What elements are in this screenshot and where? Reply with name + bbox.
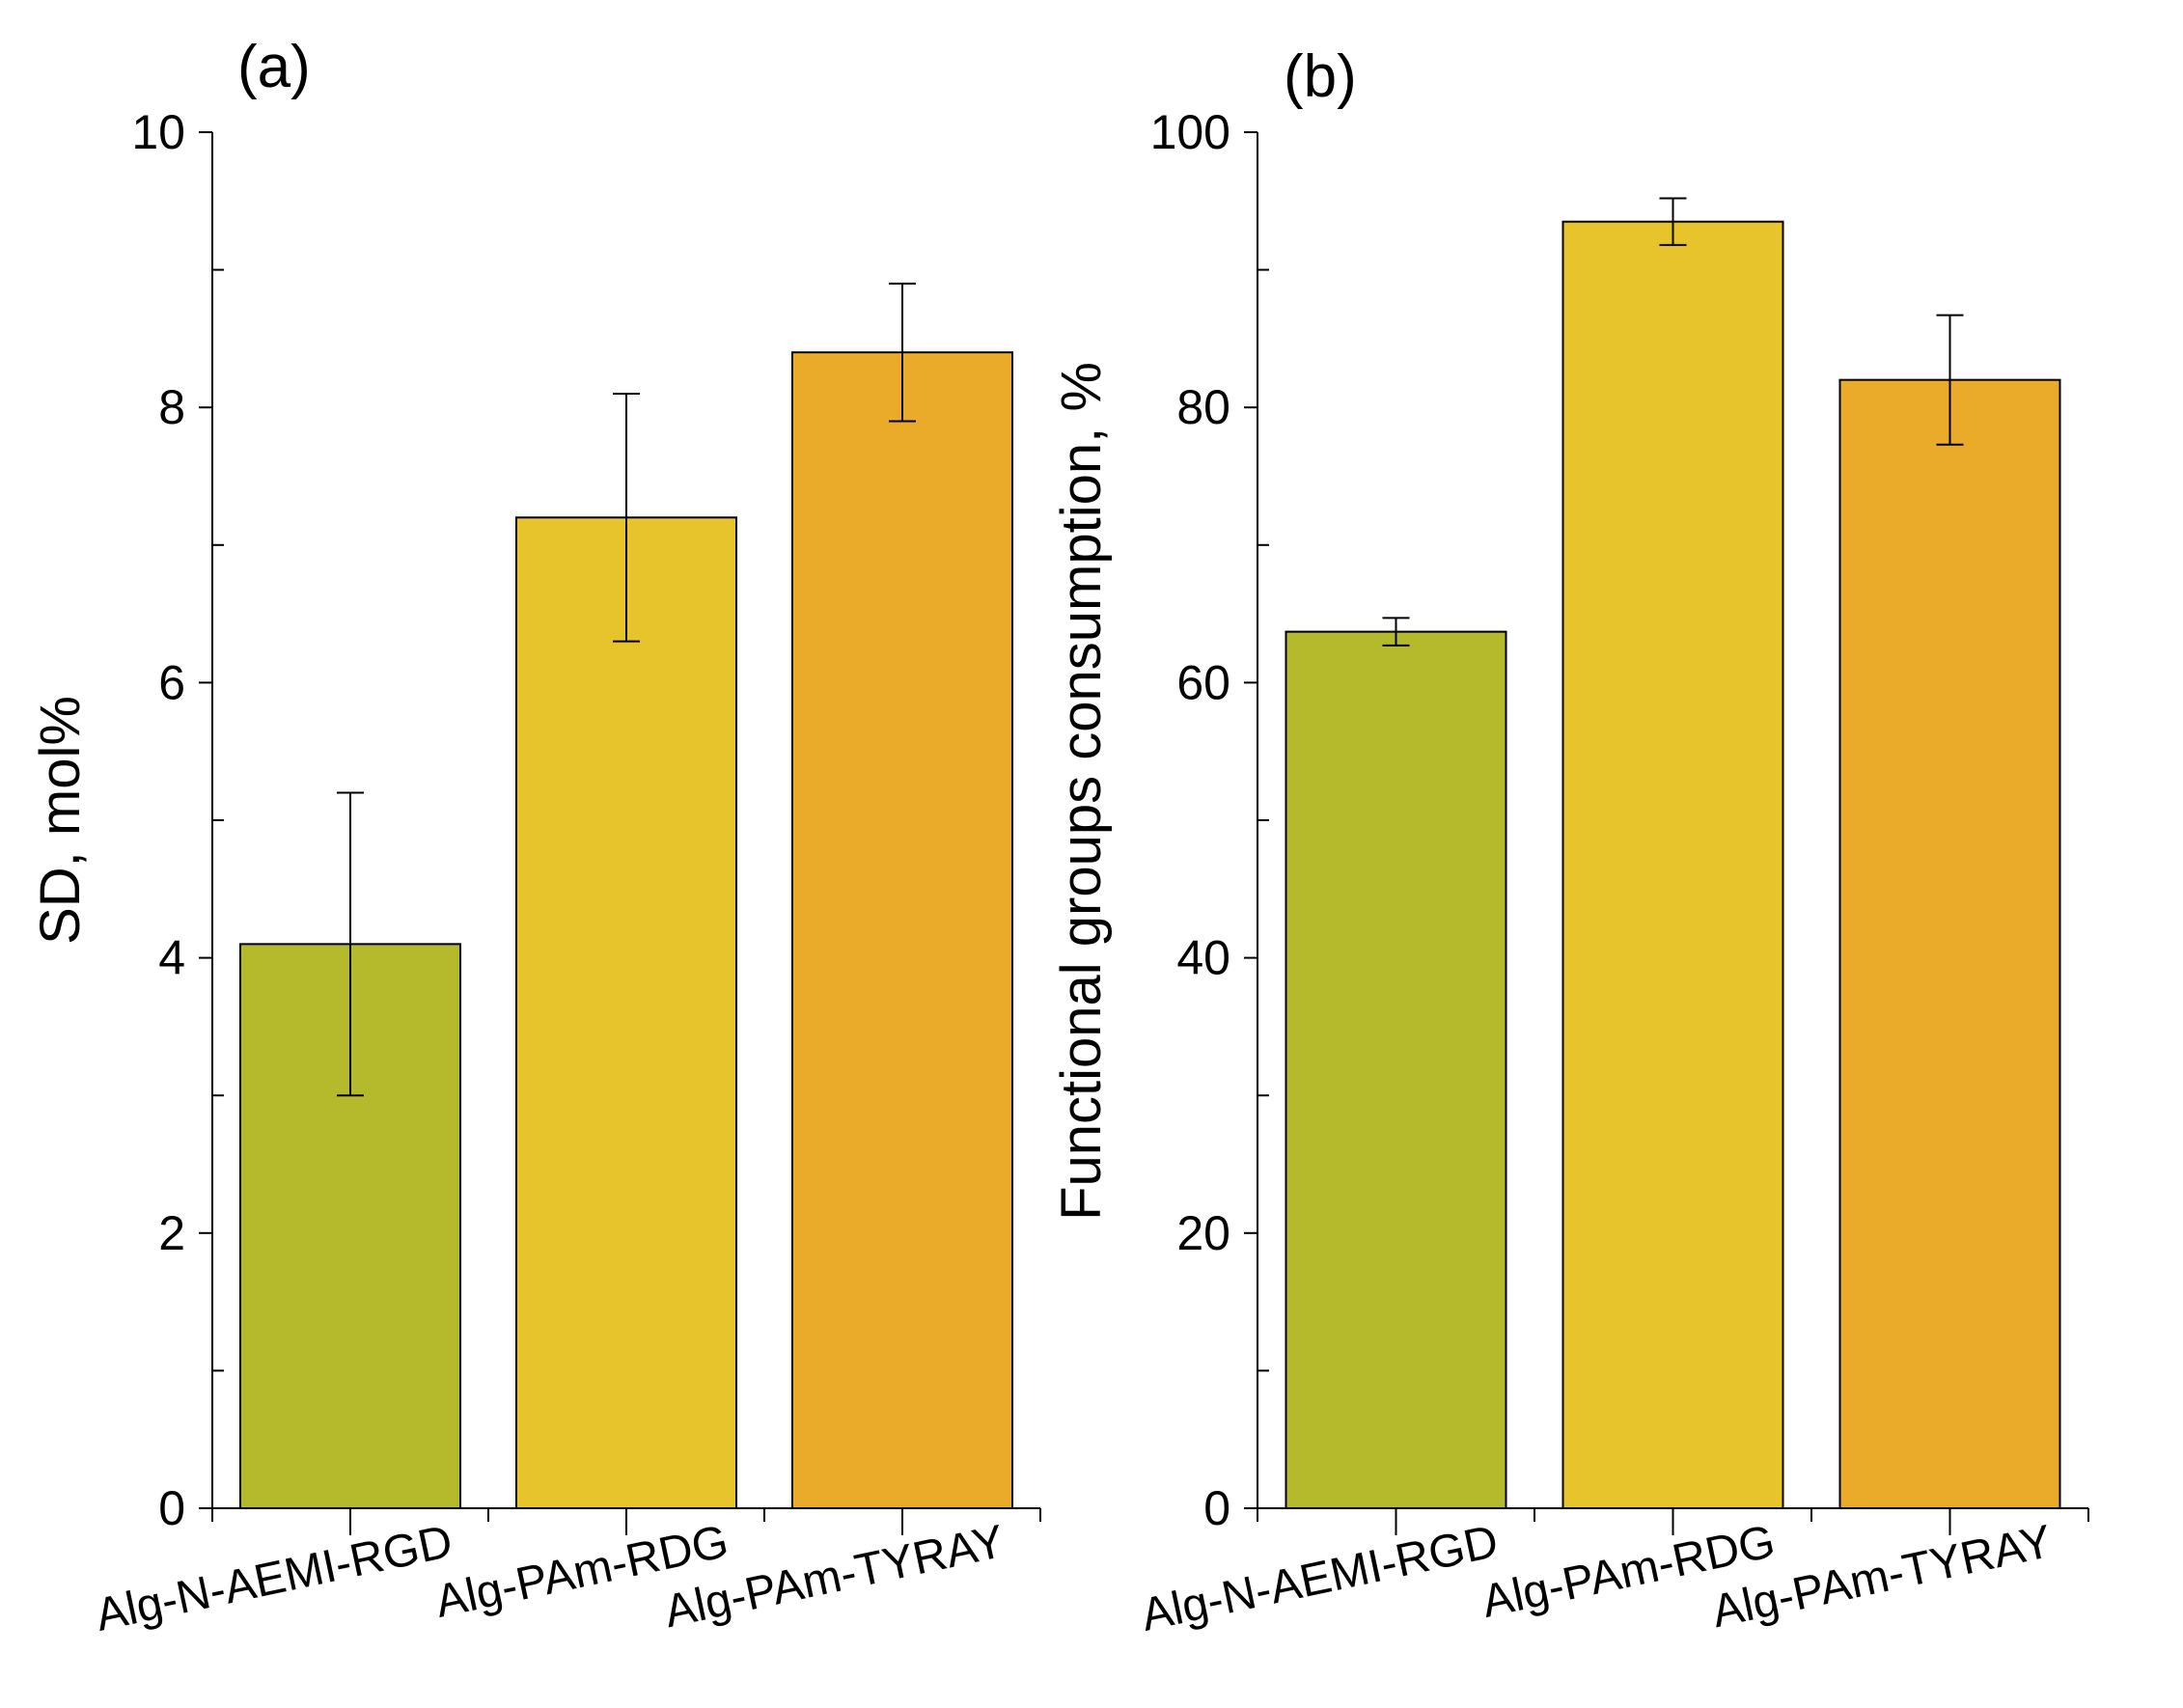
category-label-1: Alg-N-AEMI-RGD bbox=[91, 1516, 456, 1641]
y-tick-label: 2 bbox=[158, 1206, 185, 1260]
panel-label: (b) bbox=[1284, 43, 1357, 110]
y-tick-label: 0 bbox=[1203, 1481, 1230, 1535]
chart-panel-a: 0246810Alg-N-AEMI-RGDAlg-PAm-RDGAlg-PAm-… bbox=[29, 34, 1041, 1641]
y-tick-label: 80 bbox=[1176, 380, 1230, 434]
y-axis-title: SD, mol% bbox=[29, 696, 92, 945]
y-tick-label: 10 bbox=[131, 105, 185, 159]
bar-2 bbox=[1561, 220, 1784, 1510]
y-tick-label: 40 bbox=[1176, 931, 1230, 985]
y-tick-label: 60 bbox=[1176, 655, 1230, 709]
y-tick-label: 6 bbox=[158, 655, 185, 709]
bar-3 bbox=[1838, 378, 2061, 1509]
y-tick-label: 8 bbox=[158, 380, 185, 434]
y-tick-label: 20 bbox=[1176, 1206, 1230, 1260]
y-axis-title: Functional groups consumption, % bbox=[1050, 362, 1113, 1221]
chart-panel-b: 020406080100Alg-N-AEMI-RGDAlg-PAm-RDGAlg… bbox=[1050, 43, 2089, 1641]
bar-3 bbox=[791, 351, 1013, 1509]
y-tick-label: 0 bbox=[158, 1481, 185, 1535]
panel-label: (a) bbox=[237, 34, 311, 100]
y-tick-label: 100 bbox=[1150, 105, 1230, 159]
category-label-1: Alg-N-AEMI-RGD bbox=[1137, 1516, 1503, 1641]
bar-1 bbox=[1285, 630, 1507, 1509]
bar-2 bbox=[515, 516, 737, 1509]
y-tick-label: 4 bbox=[158, 931, 185, 985]
